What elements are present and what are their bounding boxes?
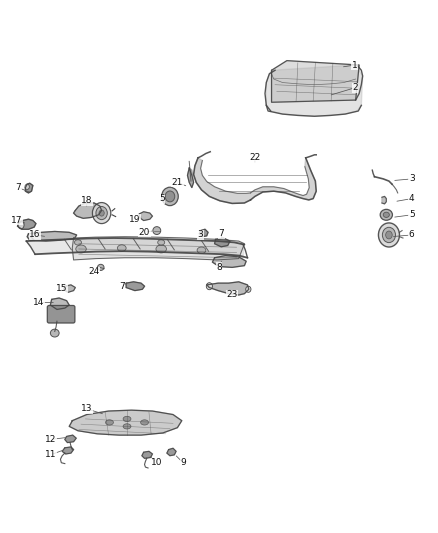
- Polygon shape: [62, 447, 74, 454]
- Text: 16: 16: [29, 230, 41, 239]
- Text: 5: 5: [159, 194, 165, 203]
- Ellipse shape: [141, 420, 148, 425]
- Text: 11: 11: [45, 450, 56, 459]
- Text: 8: 8: [216, 263, 222, 272]
- Polygon shape: [27, 231, 77, 241]
- Text: 10: 10: [151, 458, 162, 467]
- Ellipse shape: [158, 240, 165, 245]
- Ellipse shape: [380, 209, 392, 220]
- Polygon shape: [139, 212, 152, 221]
- Text: 3: 3: [198, 230, 204, 239]
- Ellipse shape: [206, 282, 212, 290]
- Ellipse shape: [378, 223, 399, 247]
- Text: 15: 15: [56, 284, 67, 293]
- Text: 7: 7: [218, 229, 224, 238]
- Polygon shape: [272, 61, 359, 102]
- Ellipse shape: [106, 420, 113, 425]
- Text: 4: 4: [409, 194, 414, 203]
- Ellipse shape: [25, 184, 29, 189]
- Polygon shape: [74, 203, 102, 219]
- Polygon shape: [50, 298, 69, 310]
- Ellipse shape: [92, 203, 111, 223]
- Ellipse shape: [123, 424, 131, 429]
- Polygon shape: [18, 219, 36, 229]
- Polygon shape: [187, 168, 194, 188]
- Polygon shape: [126, 282, 145, 290]
- Ellipse shape: [162, 187, 178, 206]
- Polygon shape: [142, 451, 152, 458]
- Text: 21: 21: [172, 178, 183, 187]
- Ellipse shape: [123, 416, 131, 422]
- Ellipse shape: [117, 245, 126, 252]
- Ellipse shape: [197, 247, 206, 254]
- Text: 9: 9: [180, 458, 186, 467]
- Ellipse shape: [156, 245, 166, 253]
- Polygon shape: [26, 238, 244, 258]
- Polygon shape: [194, 158, 316, 204]
- Ellipse shape: [99, 210, 104, 216]
- Text: 18: 18: [81, 196, 92, 205]
- Ellipse shape: [153, 227, 161, 235]
- Text: 23: 23: [226, 290, 238, 300]
- Ellipse shape: [382, 227, 396, 243]
- Ellipse shape: [97, 264, 104, 270]
- Polygon shape: [207, 282, 249, 295]
- Text: 5: 5: [409, 211, 415, 219]
- Text: 7: 7: [119, 282, 125, 290]
- Text: 13: 13: [81, 405, 92, 414]
- Text: 22: 22: [249, 154, 261, 163]
- Ellipse shape: [383, 212, 389, 217]
- Text: 24: 24: [88, 267, 100, 276]
- Text: 2: 2: [352, 83, 357, 92]
- Ellipse shape: [385, 231, 392, 239]
- Ellipse shape: [18, 221, 24, 229]
- Text: 12: 12: [45, 435, 56, 444]
- Polygon shape: [72, 237, 244, 260]
- Text: 19: 19: [129, 215, 141, 224]
- Text: 6: 6: [409, 230, 415, 239]
- Polygon shape: [167, 448, 176, 456]
- Ellipse shape: [96, 206, 107, 220]
- Ellipse shape: [246, 286, 251, 292]
- Ellipse shape: [76, 245, 86, 253]
- Polygon shape: [215, 238, 230, 247]
- Polygon shape: [64, 285, 75, 292]
- Polygon shape: [25, 183, 33, 193]
- Polygon shape: [212, 255, 246, 268]
- Text: 1: 1: [352, 61, 358, 69]
- Polygon shape: [65, 435, 76, 442]
- Polygon shape: [266, 65, 363, 116]
- Polygon shape: [199, 229, 208, 237]
- FancyBboxPatch shape: [47, 305, 75, 323]
- Text: 7: 7: [15, 183, 21, 192]
- Text: 14: 14: [33, 298, 44, 307]
- Ellipse shape: [74, 240, 81, 245]
- Text: 3: 3: [409, 174, 415, 183]
- Polygon shape: [69, 410, 182, 435]
- Text: 20: 20: [139, 228, 150, 237]
- Polygon shape: [382, 197, 386, 204]
- Ellipse shape: [165, 191, 175, 202]
- Ellipse shape: [50, 329, 59, 337]
- Text: 17: 17: [11, 216, 22, 225]
